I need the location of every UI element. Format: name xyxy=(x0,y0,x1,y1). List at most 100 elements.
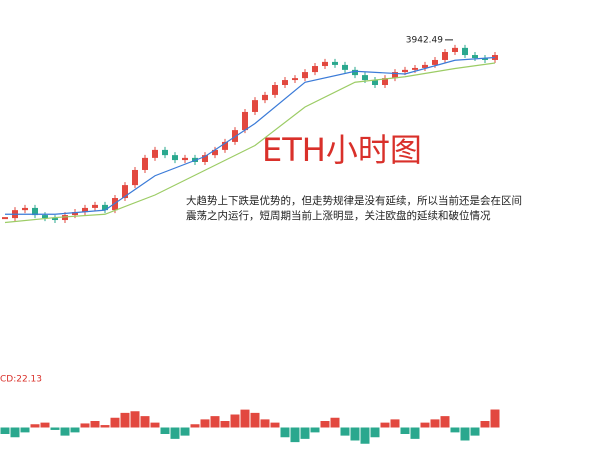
macd-bar xyxy=(120,412,130,428)
macd-bar xyxy=(220,421,230,428)
macd-label: CD:22.13 xyxy=(0,375,42,385)
macd-bar xyxy=(70,427,80,433)
macd-bar xyxy=(290,427,300,443)
macd-bar xyxy=(440,416,450,428)
macd-bar xyxy=(10,427,20,438)
moving-average xyxy=(4,62,496,224)
macd-bar xyxy=(230,414,240,428)
candle xyxy=(372,80,378,85)
macd-bar xyxy=(200,419,210,428)
macd-bar xyxy=(380,422,390,428)
peak-label: 3942.49 xyxy=(406,35,443,45)
candle xyxy=(62,215,68,221)
candle xyxy=(82,207,88,213)
macd-bar xyxy=(360,427,370,444)
candle xyxy=(152,149,158,158)
annotation-line: 大趋势上下跌是优势的，但走势规律是没有延续，所以当前还是会在区间 xyxy=(186,194,522,207)
candle xyxy=(472,55,478,59)
candle xyxy=(282,80,288,85)
macd-bar xyxy=(330,417,340,428)
macd-bar xyxy=(130,411,140,428)
macd-bar xyxy=(280,427,290,438)
macd-bar xyxy=(430,419,440,428)
macd-bar xyxy=(370,427,380,438)
candle xyxy=(52,218,58,221)
candle xyxy=(222,141,228,150)
candle xyxy=(462,47,468,56)
candle xyxy=(22,207,28,211)
macd-bar xyxy=(460,427,470,441)
macd-bar xyxy=(180,427,190,436)
candle xyxy=(362,75,368,81)
candle xyxy=(302,72,308,79)
chart-title: ETH小时图 xyxy=(262,131,422,169)
candle xyxy=(432,59,438,65)
candle xyxy=(322,61,328,67)
macd-bar xyxy=(110,417,120,428)
candle xyxy=(32,207,38,216)
macd-bar xyxy=(0,427,10,434)
candle xyxy=(272,85,278,95)
macd-bar xyxy=(80,423,90,428)
candle xyxy=(262,94,268,101)
candle xyxy=(92,204,98,208)
annotation-line: 震荡之内运行，短周期当前上涨明显，关注欧盘的延续和破位情况 xyxy=(186,209,491,222)
candle xyxy=(392,72,398,79)
macd-bar xyxy=(190,424,200,428)
macd-bar xyxy=(240,409,250,428)
candle xyxy=(482,58,488,60)
macd-bar xyxy=(300,427,310,439)
candle xyxy=(202,155,208,162)
candle xyxy=(142,157,148,170)
macd-bar xyxy=(250,412,260,428)
candle xyxy=(292,78,298,81)
candle xyxy=(102,204,108,211)
macd-bar xyxy=(40,422,50,428)
candle xyxy=(382,78,388,85)
macd-bar xyxy=(90,421,100,428)
candle xyxy=(412,67,418,70)
candle xyxy=(402,69,408,73)
macd-bar xyxy=(210,416,220,428)
candle xyxy=(442,52,448,60)
candle xyxy=(352,69,358,76)
candle xyxy=(332,61,338,65)
macd-bar xyxy=(160,427,170,434)
macd-bar xyxy=(20,427,30,433)
macd-bar xyxy=(390,419,400,428)
candle xyxy=(312,66,318,73)
macd-bar xyxy=(340,427,350,436)
macd-bar xyxy=(50,427,60,430)
candle xyxy=(162,149,168,156)
macd-bar xyxy=(150,422,160,428)
macd-bar xyxy=(260,419,270,428)
candle xyxy=(242,111,248,131)
candle xyxy=(112,198,118,211)
macd-bar xyxy=(490,409,500,428)
moving-average xyxy=(5,56,496,215)
macd-bar xyxy=(100,425,110,428)
candle xyxy=(172,155,178,161)
candle xyxy=(212,149,218,156)
macd-bar xyxy=(400,427,410,434)
macd-bar xyxy=(450,427,460,433)
macd-bar xyxy=(140,416,150,428)
macd-bar xyxy=(480,421,490,428)
macd-bar xyxy=(30,424,40,428)
candle xyxy=(342,64,348,70)
candle xyxy=(42,215,48,219)
candle xyxy=(72,212,78,216)
candle xyxy=(182,157,188,161)
macd-bar xyxy=(470,427,480,436)
candle xyxy=(422,64,428,68)
macd-bar xyxy=(270,422,280,428)
macd-bar xyxy=(170,427,180,439)
candle xyxy=(452,47,458,52)
macd-bar xyxy=(410,427,420,439)
candle xyxy=(132,169,138,186)
candle xyxy=(252,100,258,112)
macd-bar xyxy=(320,421,330,428)
macd-bar xyxy=(420,422,430,428)
candle xyxy=(122,185,128,199)
